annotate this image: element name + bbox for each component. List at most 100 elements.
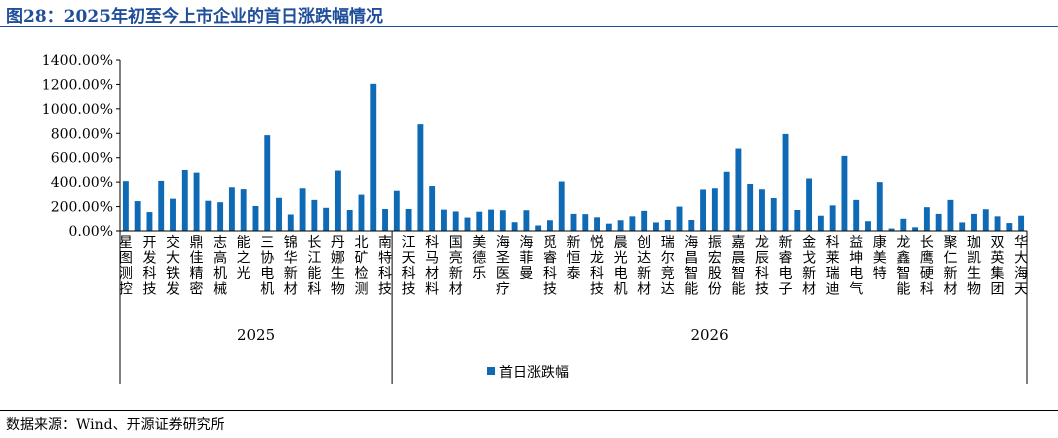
bar (653, 222, 659, 231)
bar (134, 201, 141, 231)
x-tick-label: 能之光 (237, 235, 251, 282)
bar (146, 212, 153, 231)
bar (865, 221, 871, 231)
x-tick-label: 新恒泰 (567, 235, 581, 282)
x-tick-label: 科莱瑞迪 (826, 235, 840, 298)
bar (947, 199, 954, 231)
bar (452, 211, 459, 231)
bar (594, 217, 600, 231)
bar (417, 124, 424, 232)
bar (794, 209, 801, 231)
bar (382, 209, 388, 231)
bar (405, 209, 412, 231)
bar (205, 200, 212, 231)
source-note: 数据来源：Wind、开源证券研究所 (6, 417, 225, 433)
chart-title: 图28：2025年初至今上市企业的首日涨跌幅情况 (6, 7, 383, 27)
x-tick-label: 志高机械 (213, 235, 227, 298)
x-tick-label: 鼎佳精密 (190, 235, 204, 298)
bar (629, 216, 636, 231)
bar (747, 183, 754, 231)
bar (700, 189, 707, 231)
x-tick-label: 星图测控 (119, 235, 133, 298)
bar (1018, 215, 1025, 231)
x-tick-label: 瑞尔竞达 (661, 235, 675, 298)
bar (511, 222, 518, 231)
x-axis: 星图测控开发科技交大铁发鼎佳精密志高机械能之光三协电机锦华新材长江能科丹娜生物北… (119, 230, 1028, 384)
bar (759, 189, 765, 231)
bar (323, 207, 330, 231)
x-tick-label: 嘉晨智能 (731, 235, 745, 298)
x-tick-label: 龙辰科技 (755, 235, 769, 298)
x-tick-label: 海昌智能 (684, 235, 698, 298)
bar (217, 202, 224, 231)
bar (276, 197, 282, 231)
x-tick-label: 南特科技 (378, 235, 392, 298)
legend: 首日涨跌幅 (487, 365, 569, 381)
bar (193, 172, 200, 231)
bar-chart: 0.00% 200.00% 400.00% 600.00% 800.00% 1000.00… (42, 53, 1028, 384)
bar (228, 187, 235, 231)
bar (888, 228, 895, 231)
y-tick-label: 200.00% (51, 200, 113, 216)
bar (876, 182, 883, 231)
bar (641, 210, 648, 231)
x-tick-label: 悦龙科技 (590, 235, 604, 298)
bar (299, 188, 306, 231)
y-tick-label: 600.00% (51, 151, 113, 167)
y-tick-label: 1400.00% (42, 53, 113, 69)
bar (358, 194, 365, 231)
bar (570, 213, 577, 231)
y-axis: 0.00% 200.00% 400.00% 600.00% 800.00% 1000.00… (42, 53, 121, 240)
x-tick-label: 科马材料 (425, 235, 439, 298)
bar (900, 218, 907, 231)
bar (959, 222, 966, 231)
bar (488, 209, 494, 232)
x-tick-label: 海菲曼 (519, 235, 533, 282)
bar (935, 213, 942, 231)
bar (782, 133, 789, 231)
bar (311, 199, 318, 231)
bar (547, 220, 553, 231)
bar (994, 216, 1001, 231)
x-tick-label: 江天科技 (402, 235, 416, 298)
y-tick-label: 1200.00% (42, 77, 113, 93)
bar (158, 180, 165, 231)
y-tick-label: 1000.00% (42, 102, 113, 118)
x-tick-label: 国亮新材 (449, 235, 463, 298)
bar (523, 210, 530, 231)
bar (334, 170, 341, 231)
x-tick-label: 金戈新材 (802, 235, 816, 298)
x-tick-label: 龙鑫智能 (896, 235, 910, 298)
bar (770, 198, 777, 231)
x-tick-label: 三协电机 (260, 235, 274, 298)
bar (287, 214, 294, 231)
bar (841, 155, 848, 231)
bar (971, 213, 977, 231)
x-tick-label: 美德乐 (472, 235, 486, 282)
bar (170, 198, 176, 231)
bar (829, 205, 836, 231)
bar (499, 210, 506, 231)
bar (264, 135, 271, 231)
x-tick-label: 开发科技 (142, 235, 156, 298)
bar (464, 217, 471, 231)
bar (676, 206, 683, 231)
bar (393, 190, 400, 231)
bar (1006, 223, 1013, 231)
title-rule (0, 26, 1058, 27)
group-label: 2025 (237, 326, 275, 344)
bar (817, 215, 824, 231)
x-tick-label: 晨光电机 (614, 235, 628, 298)
bar (923, 207, 930, 231)
bar (605, 223, 612, 231)
y-tick-label: 0.00% (69, 224, 113, 240)
bar (853, 199, 860, 231)
x-tick-label: 创达新材 (637, 235, 651, 298)
bar (806, 178, 813, 231)
x-tick-label: 北矿检测 (354, 235, 368, 298)
legend-label: 首日涨跌幅 (499, 365, 569, 381)
x-tick-label: 觅睿科技 (543, 235, 557, 298)
y-tick-label: 800.00% (51, 126, 113, 142)
bar (558, 181, 565, 231)
x-tick-label: 振宏股份 (708, 235, 722, 298)
